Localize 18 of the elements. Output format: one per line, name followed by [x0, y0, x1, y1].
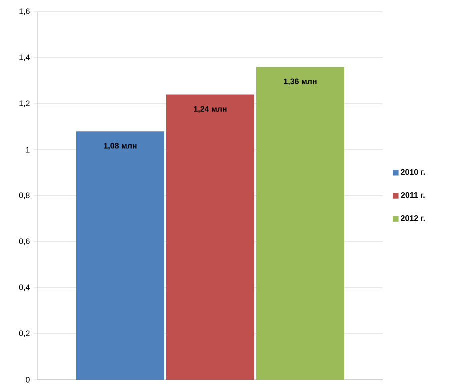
y-tick-label: 1 [26, 147, 30, 153]
y-tick-label: 0,8 [19, 192, 30, 200]
data-label: 1,24 млн [194, 106, 227, 114]
y-tick-label: 0,2 [19, 330, 30, 338]
y-tick-label: 1,2 [20, 100, 30, 108]
bar [166, 94, 254, 380]
y-tick-label: 1,4 [20, 54, 30, 62]
data-label: 1,36 млн [284, 78, 317, 86]
y-tick-label: 0,6 [19, 238, 30, 246]
y-tick-label: 1,6 [20, 8, 30, 16]
bar [256, 67, 345, 380]
legend-label: 2010 г. [401, 169, 426, 176]
y-tick-label: 0,4 [19, 284, 30, 292]
legend-label: 2012 г. [401, 216, 426, 222]
bar [76, 132, 164, 380]
data-label: 1,08 млн [104, 143, 137, 150]
legend-label: 2011 г. [401, 192, 425, 198]
y-tick-label: 0 [26, 377, 30, 383]
